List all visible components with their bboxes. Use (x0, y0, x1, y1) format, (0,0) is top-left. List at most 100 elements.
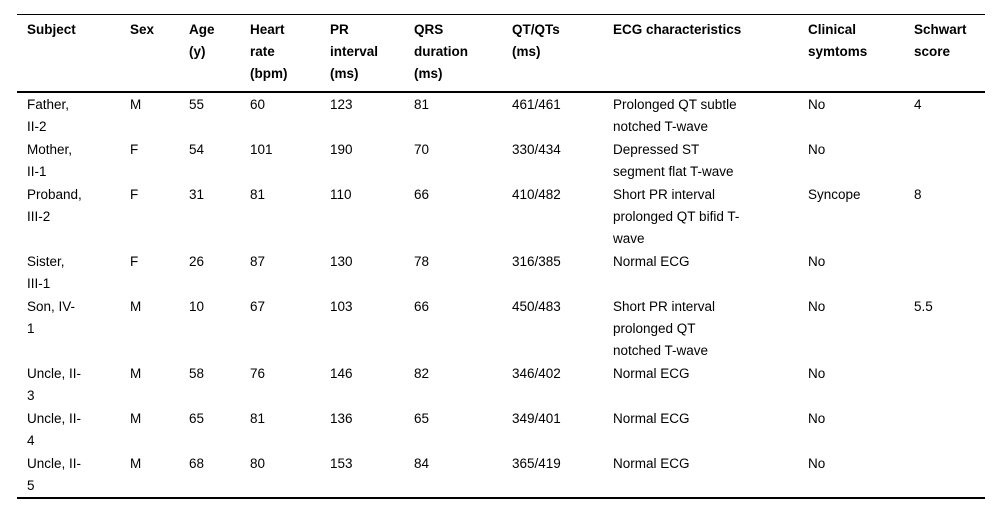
cell-age: 26 (189, 254, 205, 269)
cell-clinical: Syncope (808, 187, 861, 202)
cell-schwart (914, 452, 985, 498)
cell-pr_interval: 130 (330, 254, 353, 269)
cell-heart_rate: 81 (250, 411, 266, 426)
cell-qt_qts: 365/419 (512, 456, 561, 471)
cell-sex: M (130, 299, 142, 314)
cell-clinical: No (808, 142, 826, 157)
cell-subject: Proband, III-2 (27, 187, 82, 224)
cell-qrs_duration: 84 (414, 456, 430, 471)
cell-schwart (914, 362, 985, 407)
cell-schwart: 5.5 (914, 299, 933, 314)
cell-age: 10 (189, 299, 205, 314)
cell-ecg: Normal ECG (613, 366, 690, 381)
table-row: Son, IV- 1 M 10 67 103 66 450/483 Short PR inte… (17, 295, 985, 362)
cell-ecg: Depressed ST segment flat T-wave (613, 142, 734, 179)
header-row: Subject Sex Age (y) Heart rate (bpm) PR inte… (17, 15, 985, 92)
cell-schwart (914, 138, 985, 183)
cell-qt_qts: 450/483 (512, 299, 561, 314)
cell-age: 58 (189, 366, 205, 381)
column-header-pr_interval: PR interval (ms) (330, 22, 379, 81)
cell-qrs_duration: 78 (414, 254, 430, 269)
cell-sex: F (130, 142, 139, 157)
ecg-family-table: Subject Sex Age (y) Heart rate (bpm) PR inte… (17, 14, 985, 499)
cell-ecg: Normal ECG (613, 254, 690, 269)
ecg-family-table-container: Subject Sex Age (y) Heart rate (bpm) PR inte… (17, 14, 985, 499)
cell-pr_interval: 103 (330, 299, 353, 314)
cell-subject: Son, IV- 1 (27, 299, 76, 336)
column-header-qt_qts: QT/QTs (ms) (512, 22, 560, 59)
cell-sex: M (130, 97, 142, 112)
cell-qt_qts: 410/482 (512, 187, 561, 202)
table-row: Uncle, II- 3 M 58 76 146 82 346/402 Normal ECG N… (17, 362, 985, 407)
cell-age: 55 (189, 97, 205, 112)
cell-sex: F (130, 254, 139, 269)
table-row: Mother, II-1 F 54 101 190 70 330/434 Depressed … (17, 138, 985, 183)
cell-sex: M (130, 366, 142, 381)
cell-clinical: No (808, 254, 826, 269)
cell-heart_rate: 81 (250, 187, 266, 202)
cell-clinical: No (808, 299, 826, 314)
cell-pr_interval: 153 (330, 456, 353, 471)
column-header-schwart: Schwart score (914, 22, 967, 59)
cell-heart_rate: 67 (250, 299, 266, 314)
column-header-sex: Sex (130, 22, 155, 37)
cell-schwart (914, 407, 985, 452)
cell-qt_qts: 316/385 (512, 254, 561, 269)
column-header-clinical: Clinical symtoms (808, 22, 868, 59)
cell-pr_interval: 110 (330, 187, 352, 202)
cell-subject: Uncle, II- 5 (27, 456, 82, 493)
cell-clinical: No (808, 456, 826, 471)
cell-schwart (914, 250, 985, 295)
cell-qrs_duration: 66 (414, 187, 430, 202)
table-body: Father, II-2 M 55 60 123 81 461/461 Prolonged Q… (17, 92, 985, 498)
table-row: Sister, III-1 F 26 87 130 78 316/385 Normal ECG… (17, 250, 985, 295)
cell-pr_interval: 190 (330, 142, 353, 157)
column-header-qrs_duration: QRS duration (ms) (414, 22, 468, 81)
cell-subject: Uncle, II- 4 (27, 411, 82, 448)
cell-ecg: Short PR interval prolonged QT bifid T- … (613, 187, 740, 246)
cell-qrs_duration: 81 (414, 97, 430, 112)
column-header-ecg: ECG characteristics (613, 22, 742, 37)
cell-ecg: Normal ECG (613, 456, 690, 471)
cell-age: 65 (189, 411, 205, 426)
cell-pr_interval: 146 (330, 366, 353, 381)
cell-age: 68 (189, 456, 205, 471)
cell-schwart: 4 (914, 97, 922, 112)
cell-qt_qts: 349/401 (512, 411, 561, 426)
table-row: Uncle, II- 5 M 68 80 153 84 365/419 Normal ECG N… (17, 452, 985, 498)
cell-heart_rate: 60 (250, 97, 266, 112)
cell-pr_interval: 123 (330, 97, 353, 112)
cell-qrs_duration: 66 (414, 299, 430, 314)
table-row: Uncle, II- 4 M 65 81 136 65 349/401 Normal ECG N… (17, 407, 985, 452)
cell-subject: Sister, III-1 (27, 254, 65, 291)
cell-qt_qts: 330/434 (512, 142, 561, 157)
table-row: Proband, III-2 F 31 81 110 66 410/482 Short PR … (17, 183, 985, 250)
cell-sex: M (130, 456, 142, 471)
cell-ecg: Normal ECG (613, 411, 690, 426)
column-header-age: Age (y) (189, 22, 215, 59)
cell-qt_qts: 461/461 (512, 97, 561, 112)
cell-qt_qts: 346/402 (512, 366, 561, 381)
cell-qrs_duration: 65 (414, 411, 430, 426)
table-row: Father, II-2 M 55 60 123 81 461/461 Prolonged Q… (17, 92, 985, 138)
cell-clinical: No (808, 411, 826, 426)
cell-sex: F (130, 187, 139, 202)
cell-subject: Mother, II-1 (27, 142, 73, 179)
cell-heart_rate: 76 (250, 366, 266, 381)
cell-age: 54 (189, 142, 205, 157)
cell-sex: M (130, 411, 142, 426)
column-header-heart_rate: Heart rate (bpm) (250, 22, 288, 81)
table-header: Subject Sex Age (y) Heart rate (bpm) PR inte… (17, 15, 985, 92)
cell-qrs_duration: 70 (414, 142, 430, 157)
cell-qrs_duration: 82 (414, 366, 430, 381)
cell-age: 31 (189, 187, 205, 202)
cell-heart_rate: 101 (250, 142, 273, 157)
cell-ecg: Prolonged QT subtle notched T-wave (613, 97, 737, 134)
column-header-subject: Subject (27, 22, 76, 37)
cell-ecg: Short PR interval prolonged QT notched T… (613, 299, 716, 358)
cell-subject: Uncle, II- 3 (27, 366, 82, 403)
cell-pr_interval: 136 (330, 411, 353, 426)
cell-heart_rate: 87 (250, 254, 266, 269)
cell-heart_rate: 80 (250, 456, 266, 471)
cell-clinical: No (808, 97, 826, 112)
